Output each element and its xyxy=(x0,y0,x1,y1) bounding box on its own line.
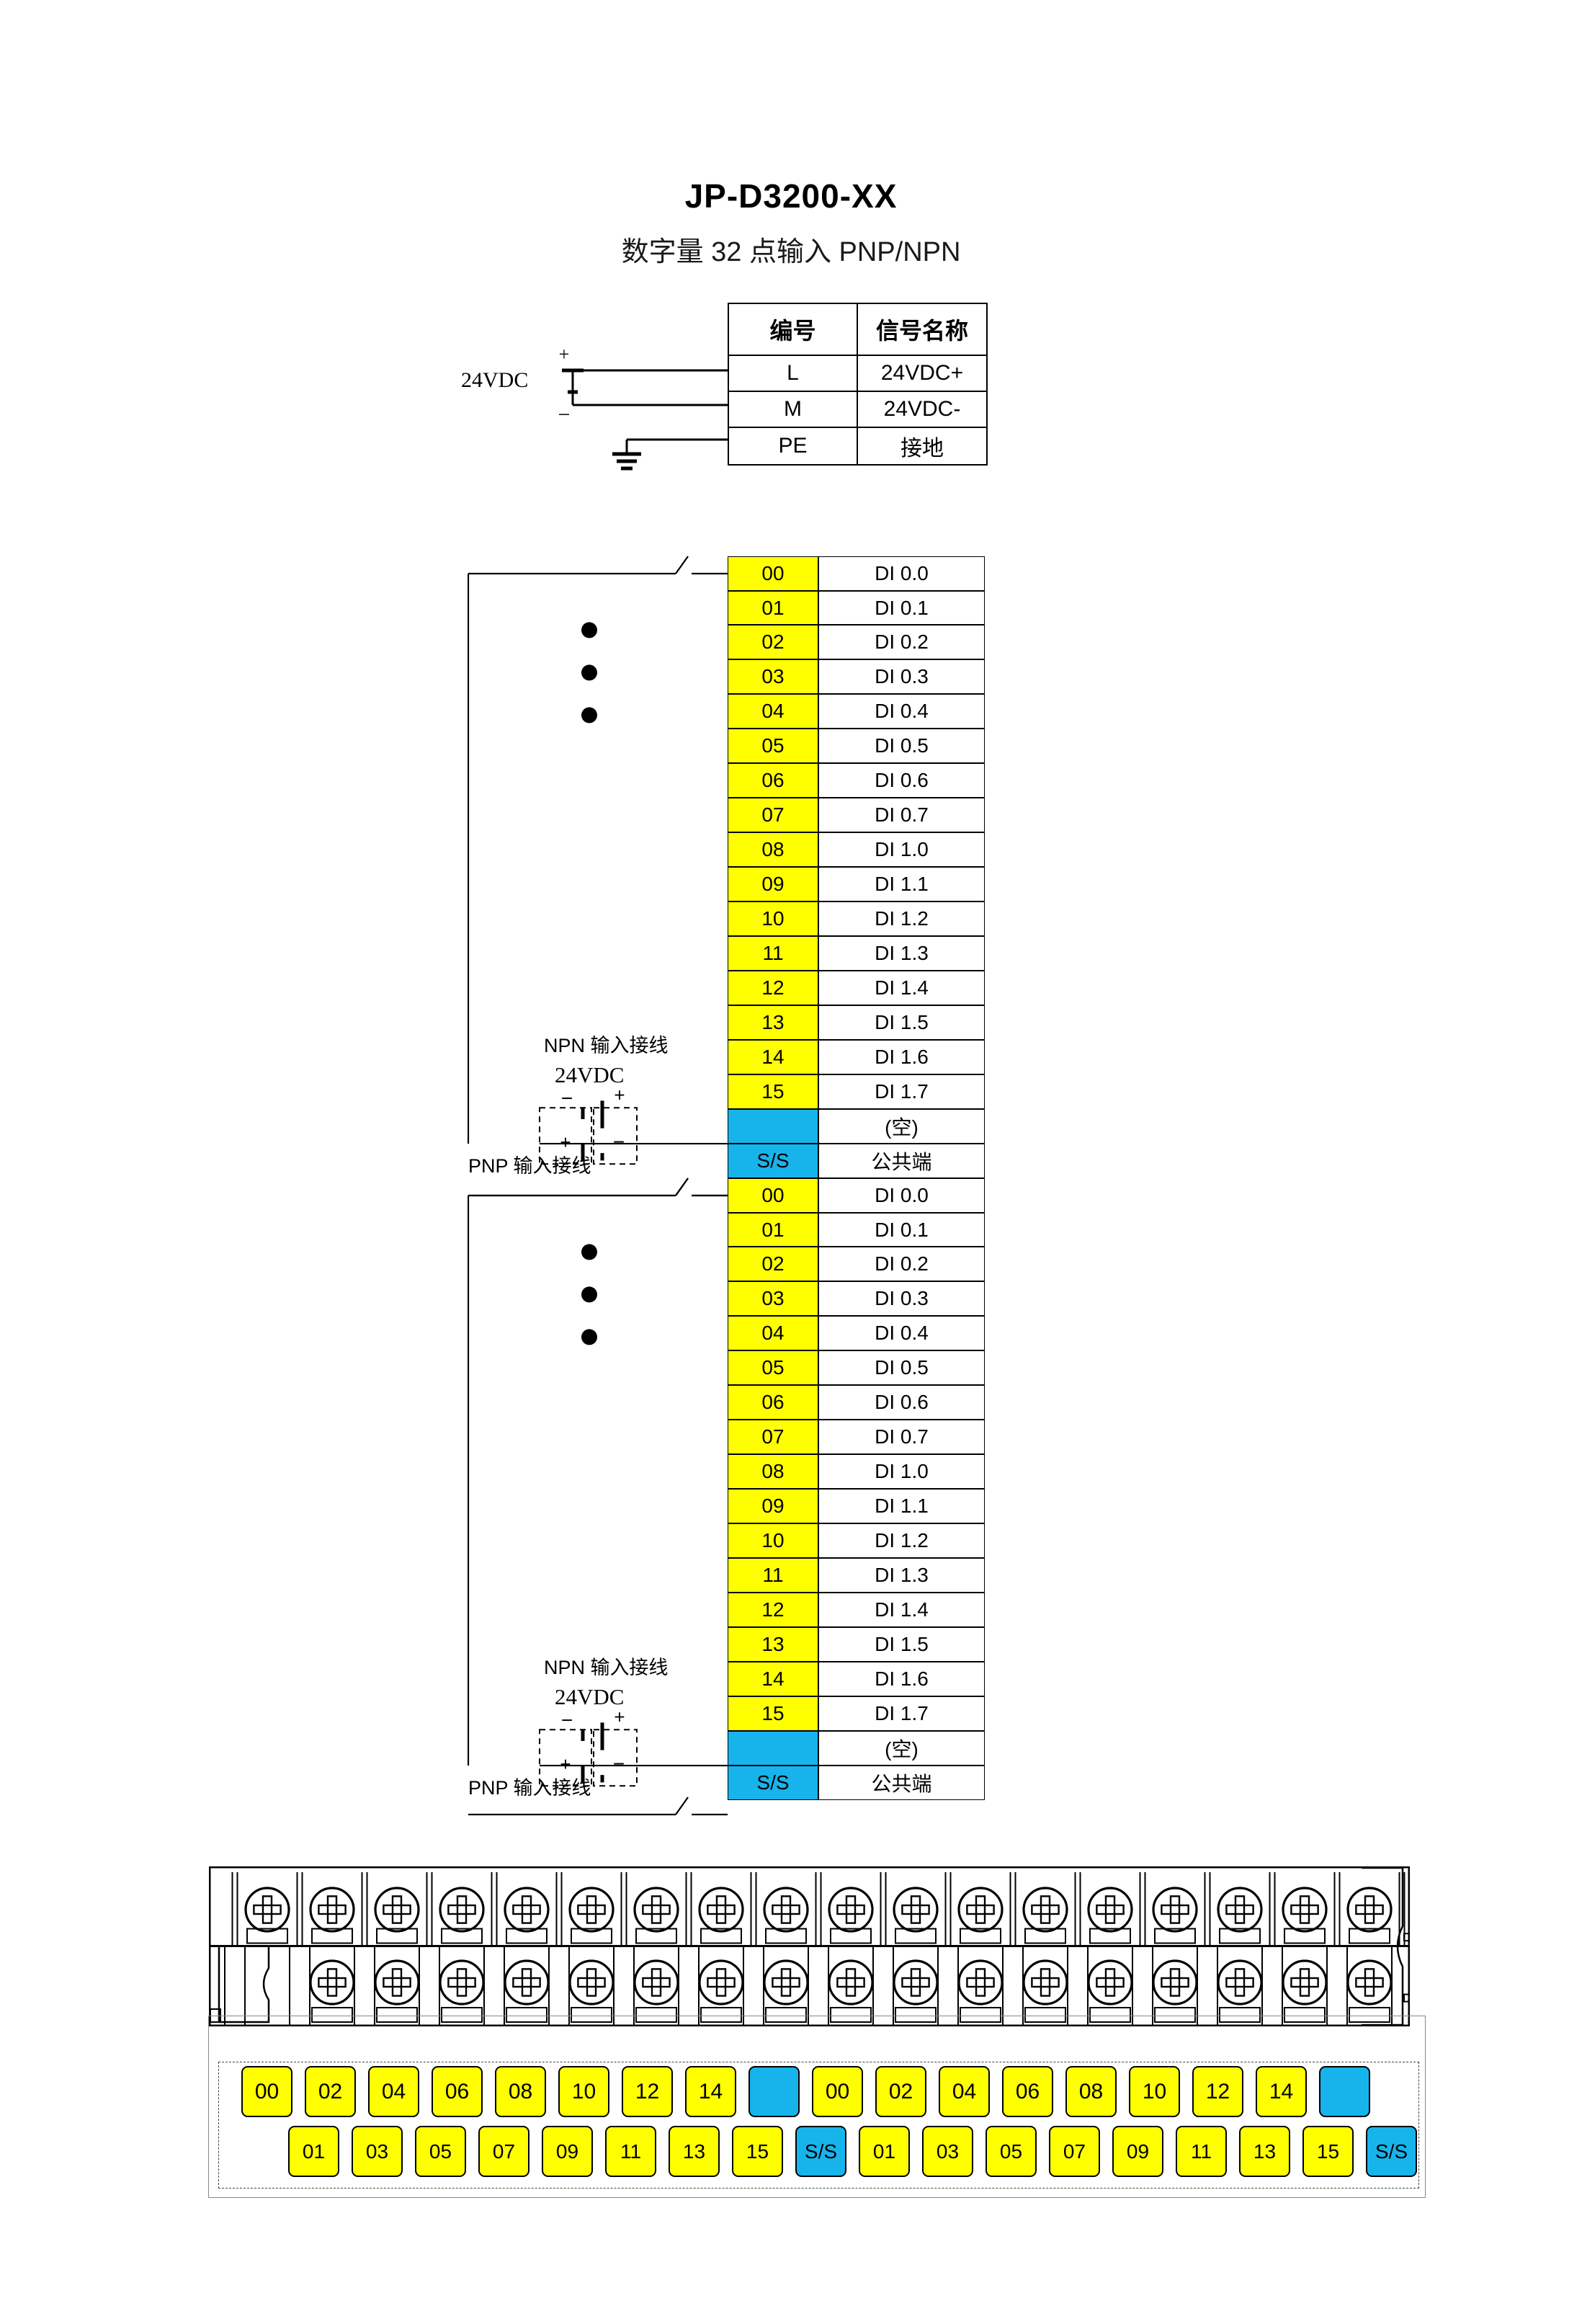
svg-text:24VDC: 24VDC xyxy=(461,368,528,392)
svg-text:+: + xyxy=(614,1084,625,1105)
svg-text:+: + xyxy=(614,1706,625,1727)
svg-text:−: − xyxy=(561,1087,573,1109)
svg-text:NPN 输入接线: NPN 输入接线 xyxy=(544,1656,668,1678)
svg-text:NPN 输入接线: NPN 输入接线 xyxy=(544,1034,669,1056)
svg-text:−: − xyxy=(613,1131,625,1153)
svg-text:PNP 输入接线: PNP 输入接线 xyxy=(468,1777,591,1799)
svg-text:−: − xyxy=(558,403,571,427)
svg-text:+: + xyxy=(559,344,570,365)
svg-text:−: − xyxy=(613,1753,625,1775)
svg-text:+: + xyxy=(560,1131,571,1153)
svg-text:+: + xyxy=(560,1753,571,1775)
svg-text:−: − xyxy=(561,1709,573,1731)
